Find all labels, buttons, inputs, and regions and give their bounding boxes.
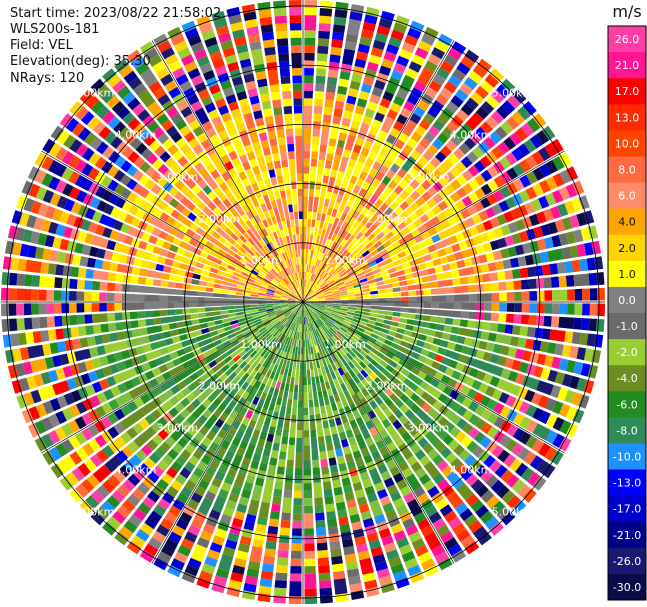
range-ring-label: 2.00km	[366, 212, 408, 225]
colorbar-segment	[608, 573, 646, 601]
colorbar-segment	[608, 260, 646, 288]
colorbar-tick: 13.0	[615, 111, 640, 124]
velocity-gates	[7, 0, 595, 603]
colorbar-tick: 21.0	[615, 59, 640, 72]
elevation-label: Elevation(deg): 35.30	[10, 54, 151, 69]
azimuth-spoke	[41, 150, 304, 303]
colorbar-segment	[608, 52, 646, 79]
range-ring-label: 4.00km	[450, 129, 492, 142]
range-ring-label: 1.00km	[324, 338, 366, 351]
range-ring-label: 4.00km	[115, 129, 157, 142]
azimuth-spoke	[302, 301, 565, 454]
colorbar-segment	[608, 443, 646, 471]
colorbar-tick: 8.0	[618, 164, 636, 177]
start-time-label: Start time: 2023/08/22 21:58:02	[10, 6, 222, 21]
colorbar-tick: -13.0	[613, 477, 641, 490]
colorbar-segment	[608, 365, 646, 392]
colorbar-tick: 0.0	[618, 294, 636, 307]
velocity-gates	[86, 302, 527, 521]
colorbar-tick: 1.0	[618, 268, 636, 281]
azimuth-spoke	[302, 40, 455, 303]
range-ring-label: 2.00km	[366, 380, 408, 393]
azimuth-spoke	[41, 301, 304, 454]
colorbar-tick: 17.0	[615, 85, 640, 98]
azimuth-spoke	[302, 301, 455, 564]
field-label: Field: VEL	[10, 38, 73, 53]
colorbar-tick: -21.0	[613, 529, 641, 542]
colorbar-tick: -4.0	[616, 372, 637, 385]
azimuth-spoke	[151, 301, 304, 564]
range-ring-label: 1.00km	[324, 254, 366, 267]
velocity-gates	[1, 4, 590, 586]
range-ring-label: 3.00km	[157, 170, 199, 183]
colorbar-segment	[608, 495, 646, 523]
azimuth-spokes	[1, 0, 605, 604]
range-ring-label: 2.00km	[199, 380, 241, 393]
colorbar-segment	[608, 208, 646, 236]
colorbar-segment	[608, 156, 646, 184]
velocity-gates	[1, 10, 605, 604]
azimuth-spoke	[151, 40, 304, 303]
azimuth-spoke	[302, 150, 565, 303]
range-ring-label: 5.00km	[73, 505, 115, 518]
colorbar-tick: -30.0	[613, 581, 641, 594]
colorbar-tick: -17.0	[613, 503, 641, 516]
colorbar-tick: 6.0	[618, 190, 636, 203]
colorbar-tick: 4.0	[618, 216, 636, 229]
colorbar-frame	[607, 25, 647, 601]
range-ring-label: 5.00km	[492, 505, 534, 518]
colorbar-tick: -26.0	[613, 555, 641, 568]
range-ring-label: 5.00km	[492, 87, 534, 100]
range-ring-label: 5.00km	[73, 87, 115, 100]
colorbar-segment	[608, 286, 646, 314]
colorbar-segment	[608, 26, 646, 53]
range-ring-label: 2.00km	[199, 212, 241, 225]
colorbar-segment	[608, 234, 646, 262]
colorbar-segment	[608, 78, 646, 105]
range-ring-label: 3.00km	[157, 422, 199, 435]
colorbar-tick: -1.0	[616, 320, 637, 333]
colorbar-segment	[608, 521, 646, 549]
colorbar-unit: m/s	[612, 2, 641, 21]
colorbar-segment	[608, 469, 646, 497]
velocity-gates	[1, 15, 601, 589]
range-ring-label: 3.00km	[408, 170, 450, 183]
velocity-gates	[44, 33, 598, 605]
colorbar-tick: 2.0	[618, 242, 636, 255]
velocity-gates	[76, 302, 503, 526]
nrays-label: NRays: 120	[10, 71, 85, 86]
velocity-gates	[1, 14, 590, 584]
colorbar-tick: -8.0	[616, 424, 637, 437]
colorbar-tick: -6.0	[616, 398, 637, 411]
range-ring-label: 1.00km	[240, 254, 282, 267]
colorbar-segment	[608, 130, 646, 157]
velocity-rays	[1, 0, 606, 605]
colorbar-segment	[608, 547, 646, 575]
colorbar-tick: -2.0	[616, 346, 637, 359]
colorbar-segment	[608, 339, 646, 366]
velocity-gates	[118, 90, 504, 302]
range-ring-label: 3.00km	[408, 422, 450, 435]
colorbar-segment	[608, 417, 646, 444]
colorbar-segment	[608, 104, 646, 131]
colorbar-segment	[608, 313, 646, 340]
range-ring-label: 4.00km	[450, 464, 492, 477]
velocity-gates	[17, 22, 602, 594]
range-ring-label: 4.00km	[115, 464, 157, 477]
instrument-label: WLS200s-181	[10, 22, 100, 37]
colorbar-segment	[608, 391, 646, 418]
colorbar-segment	[608, 182, 646, 210]
colorbar-tick: 10.0	[615, 137, 640, 150]
range-ring-label: 1.00km	[240, 338, 282, 351]
colorbar-tick: -10.0	[613, 451, 641, 464]
colorbar-tick: 26.0	[615, 33, 640, 46]
